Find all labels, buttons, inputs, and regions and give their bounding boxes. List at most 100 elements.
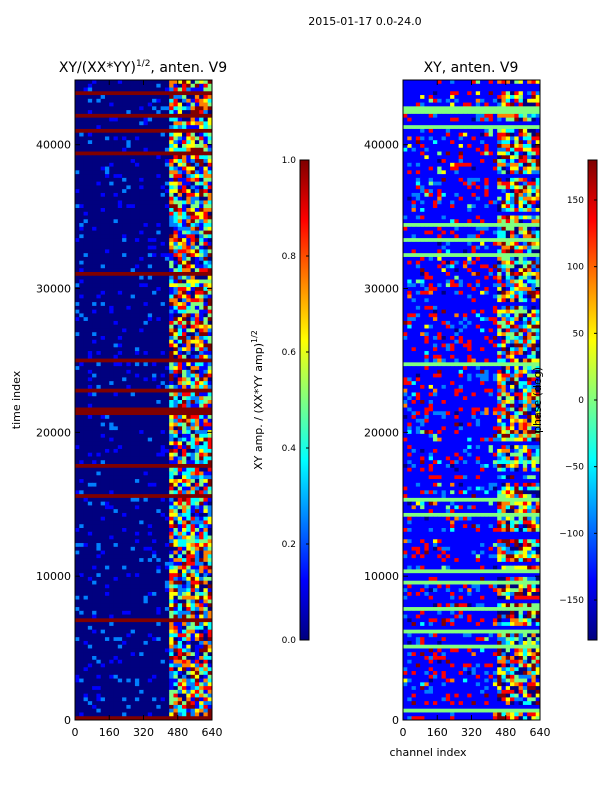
heatmap-cell [139, 524, 144, 529]
heatmap-cell [113, 245, 119, 250]
heatmap-cell [152, 200, 157, 205]
heatmap-cell [122, 313, 127, 318]
heatmap-cell [122, 595, 127, 600]
heatmap-cell [169, 317, 174, 322]
heatmap-cell [207, 558, 212, 563]
heatmap-cell [109, 674, 114, 679]
heatmap-cell [152, 415, 157, 420]
heatmap-cell [182, 238, 187, 243]
heatmap-cell [164, 238, 170, 243]
heatmap-cell [160, 177, 166, 183]
heatmap-cell [79, 219, 84, 224]
heatmap-cell [199, 384, 204, 390]
heatmap-cell [203, 125, 209, 130]
heatmap-cell [182, 234, 187, 239]
heatmap-cell [79, 569, 84, 574]
heatmap-cell [156, 659, 162, 664]
heatmap-cell [96, 456, 102, 461]
heatmap-cell [134, 415, 140, 420]
heatmap-cell [194, 339, 200, 344]
heatmap-cell [139, 644, 144, 649]
heatmap-cell [75, 663, 80, 668]
heatmap-cell [186, 305, 191, 311]
heatmap-cell [194, 671, 200, 676]
heatmap-cell [83, 663, 89, 668]
heatmap-cell [186, 644, 191, 649]
heatmap-cell [75, 682, 80, 687]
heatmap-cell [190, 211, 196, 216]
heatmap-cell [160, 516, 166, 521]
heatmap-cell [182, 196, 187, 201]
heatmap-cell [109, 196, 114, 201]
heatmap-cell [169, 309, 174, 314]
heatmap-cell [207, 369, 212, 375]
heatmap-cell [139, 268, 144, 273]
heatmap-band [75, 388, 212, 393]
heatmap-cell [203, 599, 209, 604]
heatmap-cell [139, 415, 144, 420]
heatmap-cell [177, 305, 183, 311]
heatmap-cell [169, 422, 174, 427]
heatmap-cell [134, 320, 140, 326]
heatmap-cell [194, 479, 200, 484]
heatmap-cell [207, 177, 212, 183]
heatmap-cell [194, 569, 200, 574]
heatmap-cell [203, 294, 209, 299]
heatmap-cell [126, 516, 132, 521]
heatmap-cell [186, 610, 191, 615]
heatmap-cell [130, 614, 136, 619]
heatmap-cell [79, 144, 84, 149]
heatmap-cell [147, 640, 153, 646]
heatmap-cell [134, 471, 140, 476]
heatmap-cell [160, 305, 166, 311]
heatmap-cell [152, 264, 157, 269]
heatmap-cell [169, 607, 174, 612]
heatmap-cell [194, 516, 200, 521]
heatmap-cell [186, 290, 191, 295]
heatmap-cell [126, 204, 132, 209]
heatmap-cell [194, 588, 200, 593]
heatmap-cell [75, 674, 80, 679]
heatmap-cell [92, 400, 97, 405]
heatmap-cell [203, 117, 209, 122]
heatmap-cell [126, 256, 132, 262]
heatmap-cell [130, 275, 136, 280]
heatmap-cell [203, 516, 209, 521]
heatmap-cell [160, 599, 166, 604]
heatmap-cell [92, 584, 97, 589]
heatmap-cell [173, 245, 179, 250]
heatmap-cell [117, 403, 123, 408]
heatmap-cell [194, 659, 200, 664]
heatmap-cell [92, 448, 97, 454]
heatmap-band [75, 358, 212, 363]
heatmap-cell [147, 136, 153, 141]
heatmap-cell [83, 215, 89, 220]
heatmap-cell [203, 80, 209, 85]
heatmap-cell [164, 475, 170, 480]
heatmap-cell [75, 701, 80, 706]
heatmap-cell [96, 693, 102, 698]
heatmap-cell [190, 106, 196, 111]
heatmap-cell [156, 275, 162, 280]
heatmap-cell [190, 377, 196, 382]
heatmap-cell [190, 381, 196, 386]
heatmap-cell [143, 490, 149, 495]
heatmap-cell [87, 486, 93, 491]
heatmap-cell [207, 497, 212, 503]
heatmap-cell [203, 512, 209, 518]
heatmap-cell [117, 384, 123, 390]
heatmap-cell [156, 298, 162, 303]
heatmap-cell [139, 373, 144, 378]
heatmap-cell [139, 622, 144, 627]
heatmap-cell [92, 354, 97, 359]
heatmap-cell [182, 490, 187, 495]
heatmap-cell [126, 245, 132, 250]
heatmap-cell [160, 147, 166, 152]
heatmap-cell [182, 686, 187, 691]
heatmap-cell [139, 663, 144, 668]
heatmap-cell [177, 132, 183, 137]
heatmap-cell [126, 448, 132, 454]
heatmap-cell [122, 196, 127, 201]
heatmap-cell [182, 452, 187, 457]
heatmap-cell [156, 671, 162, 676]
